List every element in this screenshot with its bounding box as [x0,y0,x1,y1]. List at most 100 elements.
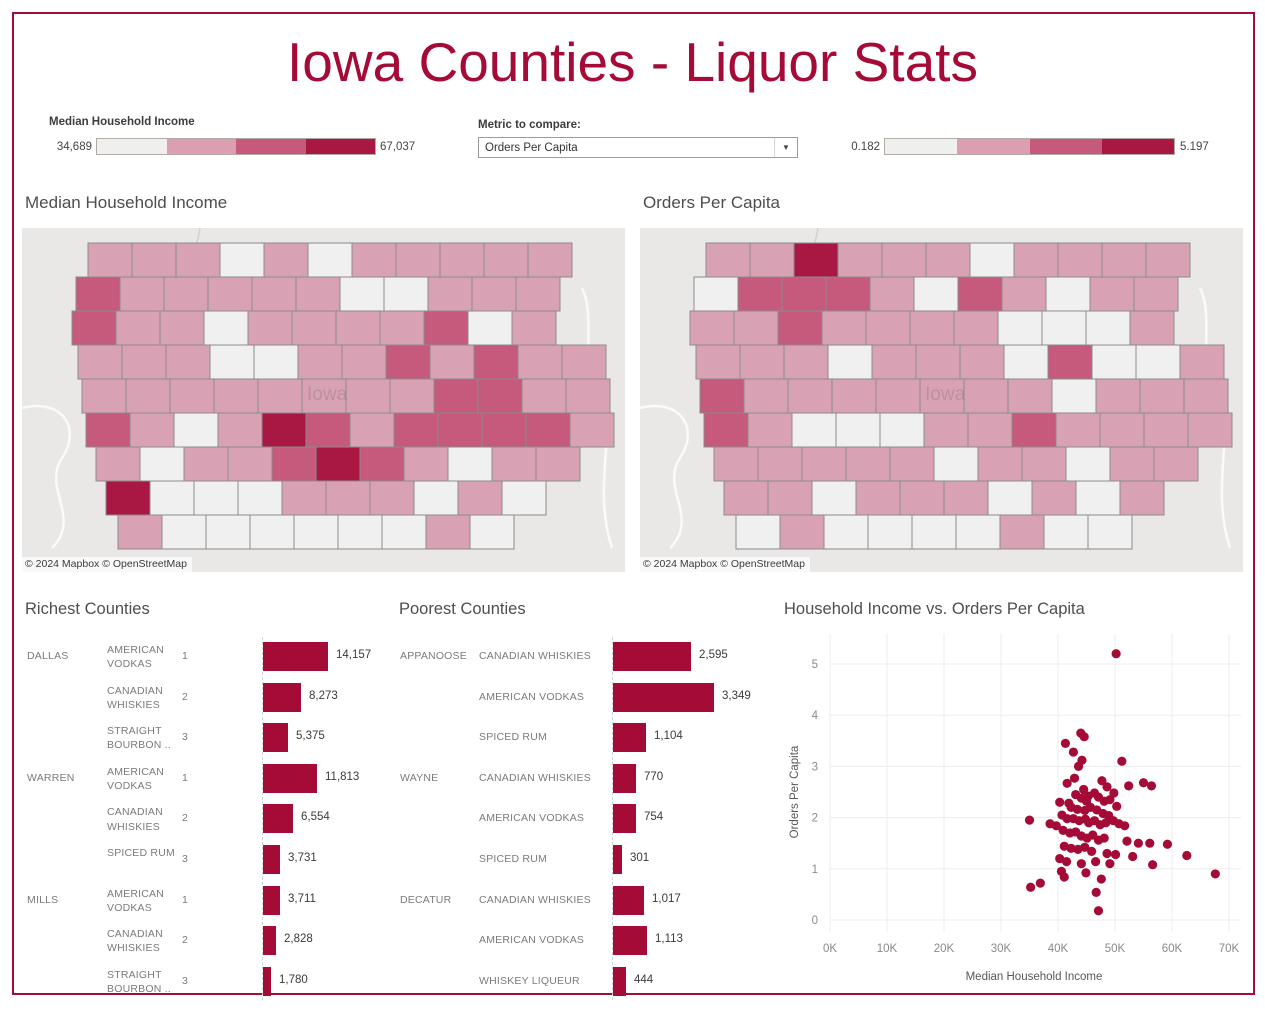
county-cell[interactable] [999,514,1045,550]
county-cell[interactable] [695,344,741,380]
county-cell[interactable] [297,344,343,380]
county-cell[interactable] [117,514,163,550]
scatter-point[interactable] [1059,872,1069,882]
scatter-point[interactable] [1101,818,1111,828]
county-cell[interactable] [385,344,431,380]
county-cell[interactable] [291,310,337,346]
value-bar[interactable] [263,885,280,915]
county-cell[interactable] [517,344,563,380]
scatter-point[interactable] [1091,857,1101,867]
county-cell[interactable] [855,480,901,516]
county-cell[interactable] [193,480,239,516]
county-cell[interactable] [969,242,1015,278]
county-cell[interactable] [139,446,185,482]
value-bar[interactable] [263,723,288,753]
scatter-point[interactable] [1097,776,1107,786]
scatter-point[interactable] [1079,732,1089,742]
county-cell[interactable] [237,480,283,516]
county-cell[interactable] [251,276,297,312]
county-cell[interactable] [1007,378,1053,414]
county-cell[interactable] [953,310,999,346]
scatter-point[interactable] [1096,874,1106,884]
value-bar[interactable] [263,763,317,793]
county-cell[interactable] [693,276,739,312]
county-cell[interactable] [1075,480,1121,516]
county-cell[interactable] [119,276,165,312]
county-cell[interactable] [777,310,823,346]
county-cell[interactable] [955,514,1001,550]
county-cell[interactable] [1139,378,1185,414]
county-cell[interactable] [787,378,833,414]
county-cell[interactable] [403,446,449,482]
county-cell[interactable] [521,378,567,414]
scatter-point[interactable] [1062,778,1072,788]
county-cell[interactable] [933,446,979,482]
county-cell[interactable] [293,514,339,550]
scatter-point[interactable] [1146,781,1157,791]
scatter-point[interactable] [1091,887,1101,897]
county-cell[interactable] [801,446,847,482]
county-cell[interactable] [1021,446,1067,482]
county-cell[interactable] [977,446,1023,482]
value-bar[interactable] [613,642,691,671]
county-cell[interactable] [247,310,293,346]
county-cell[interactable] [923,412,969,448]
county-cell[interactable] [483,242,529,278]
county-cell[interactable] [987,480,1033,516]
scatter-point[interactable] [1026,882,1036,892]
county-cell[interactable] [205,514,251,550]
county-cell[interactable] [85,412,131,448]
county-cell[interactable] [733,310,779,346]
scatter-point[interactable] [1122,836,1132,846]
value-bar[interactable] [263,682,301,712]
value-bar[interactable] [613,845,622,874]
county-cell[interactable] [1101,242,1147,278]
county-cell[interactable] [213,378,259,414]
county-cell[interactable] [879,412,925,448]
county-cell[interactable] [341,344,387,380]
county-cell[interactable] [129,412,175,448]
metric-dropdown[interactable]: Orders Per Capita ▼ [478,137,798,158]
county-cell[interactable] [95,446,141,482]
county-cell[interactable] [115,310,161,346]
county-cell[interactable] [307,242,353,278]
county-cell[interactable] [165,344,211,380]
scatter-point[interactable] [1035,878,1045,888]
county-cell[interactable] [1011,412,1057,448]
county-cell[interactable] [131,242,177,278]
county-cell[interactable] [791,412,837,448]
county-cell[interactable] [429,344,475,380]
county-cell[interactable] [1089,276,1135,312]
county-cell[interactable] [217,412,263,448]
county-cell[interactable] [723,480,769,516]
county-cell[interactable] [1003,344,1049,380]
county-cell[interactable] [767,480,813,516]
scatter-point[interactable] [1182,850,1192,861]
county-cell[interactable] [173,412,219,448]
county-cell[interactable] [169,378,215,414]
scatter-point[interactable] [1145,838,1155,848]
county-cell[interactable] [395,242,441,278]
scatter-point[interactable] [1105,859,1115,869]
county-cell[interactable] [81,378,127,414]
county-cell[interactable] [473,344,519,380]
county-cell[interactable] [315,446,361,482]
county-cell[interactable] [125,378,171,414]
county-cell[interactable] [1065,446,1111,482]
county-cell[interactable] [837,242,883,278]
county-cell[interactable] [871,344,917,380]
county-cell[interactable] [1041,310,1087,346]
county-cell[interactable] [469,514,515,550]
value-bar[interactable] [263,926,276,956]
county-cell[interactable] [875,378,921,414]
county-cell[interactable] [747,412,793,448]
county-cell[interactable] [865,310,911,346]
value-bar[interactable] [263,966,271,996]
scatter-point[interactable] [1055,797,1065,807]
county-cell[interactable] [1013,242,1059,278]
scatter-point[interactable] [1102,782,1112,792]
county-cell[interactable] [207,276,253,312]
scatter-point[interactable] [1099,833,1109,843]
county-cell[interactable] [737,276,783,312]
county-cell[interactable] [825,276,871,312]
